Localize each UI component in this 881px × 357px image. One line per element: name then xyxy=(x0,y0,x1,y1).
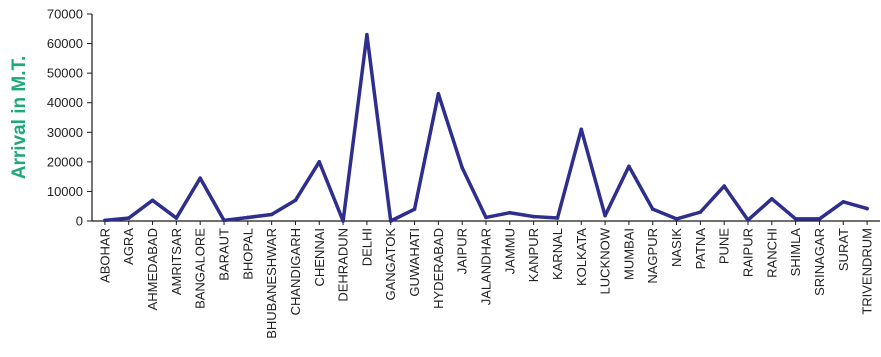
x-tick-label: BHOPAL xyxy=(240,228,255,280)
data-point xyxy=(722,184,726,188)
data-point xyxy=(579,127,584,132)
y-tick-label: 30000 xyxy=(47,125,83,140)
x-tick-label: JAMMU xyxy=(502,228,517,274)
data-point xyxy=(674,217,679,221)
x-tick-label: PATNA xyxy=(693,228,708,270)
x-tick-label: SHIMLA xyxy=(788,228,803,277)
x-tick-label: GANGATOK xyxy=(383,228,398,301)
data-point xyxy=(508,210,512,215)
y-tick-label: 0 xyxy=(76,214,83,229)
data-point xyxy=(698,210,703,214)
x-tick-label: LUCKNOW xyxy=(598,227,613,294)
x-tick-label: JALANDHAR xyxy=(479,228,494,305)
data-point xyxy=(103,218,107,223)
x-tick-label: AMRITSAR xyxy=(169,228,184,295)
data-point xyxy=(746,218,750,222)
x-axis-ticks: ABOHAR AGRA AHMEDABAD AMRITSAR BANGALORE BARA… xyxy=(97,221,875,339)
data-point xyxy=(603,213,607,218)
y-tick-label: 10000 xyxy=(47,184,83,199)
data-point xyxy=(484,215,488,220)
data-point xyxy=(650,207,655,211)
data-point xyxy=(793,217,798,221)
data-point xyxy=(817,217,822,221)
y-tick-label: 20000 xyxy=(47,154,83,169)
data-point xyxy=(198,176,202,180)
x-tick-label: RANCHI xyxy=(764,228,779,278)
data-point xyxy=(174,216,179,220)
y-axis-ticks: 0 10000 20000 30000 40000 50000 60000 70000 xyxy=(47,7,92,229)
data-point xyxy=(126,216,131,220)
x-tick-label: NAGPUR xyxy=(645,228,660,284)
x-tick-label: SRINAGAR xyxy=(812,228,827,296)
data-point xyxy=(412,207,417,211)
x-tick-label: KANPUR xyxy=(526,228,541,282)
data-point xyxy=(317,160,322,164)
data-point xyxy=(150,198,155,203)
x-tick-label: MUMBAI xyxy=(621,228,636,280)
x-tick-label: TRIVENDRUM xyxy=(860,228,875,315)
x-tick-label: PUNE xyxy=(717,228,732,264)
chart-axes xyxy=(91,14,880,222)
x-tick-label: DEHRADUN xyxy=(336,228,351,302)
data-point xyxy=(341,219,345,223)
data-point xyxy=(222,218,226,223)
y-tick-label: 40000 xyxy=(47,95,83,110)
y-tick-label: 60000 xyxy=(47,36,83,51)
data-point xyxy=(555,216,560,220)
x-tick-label: SURAT xyxy=(836,228,851,271)
data-point xyxy=(365,32,369,37)
data-point xyxy=(269,212,274,217)
x-tick-label: AHMEDABAD xyxy=(145,228,160,310)
x-tick-label: JAIPUR xyxy=(455,228,470,274)
x-tick-label: AGRA xyxy=(121,228,136,265)
x-tick-label: CHENNAI xyxy=(312,228,327,287)
x-tick-label: ABOHAR xyxy=(97,228,112,283)
data-point xyxy=(388,219,393,223)
data-point xyxy=(841,199,846,204)
x-tick-label: KARNAL xyxy=(550,228,565,280)
series-group xyxy=(103,32,869,223)
y-axis-label: Arrival in M.T. xyxy=(9,56,30,180)
data-point xyxy=(531,214,536,219)
x-tick-label: CHANDIGARH xyxy=(288,228,303,315)
x-tick-label: HYDERABAD xyxy=(431,228,446,309)
x-tick-label: RAIPUR xyxy=(741,228,756,277)
x-tick-label: BHUBANESHWAR xyxy=(264,228,279,339)
x-tick-label: BANGALORE xyxy=(193,228,208,309)
data-point xyxy=(293,198,298,203)
x-tick-label: GUWAHATI xyxy=(407,228,422,297)
x-tick-label: KOLKATA xyxy=(574,228,589,286)
x-tick-label: BARAUT xyxy=(217,228,232,281)
data-point xyxy=(865,206,869,211)
data-point xyxy=(246,215,250,220)
y-tick-label: 50000 xyxy=(47,66,83,81)
data-point xyxy=(770,197,774,201)
x-tick-label: DELHI xyxy=(359,228,374,266)
x-tick-label: NASIK xyxy=(669,228,684,267)
y-tick-label: 70000 xyxy=(47,7,83,22)
data-point xyxy=(460,165,464,170)
data-point xyxy=(627,164,631,169)
series-line xyxy=(103,32,869,223)
data-point xyxy=(436,92,441,96)
